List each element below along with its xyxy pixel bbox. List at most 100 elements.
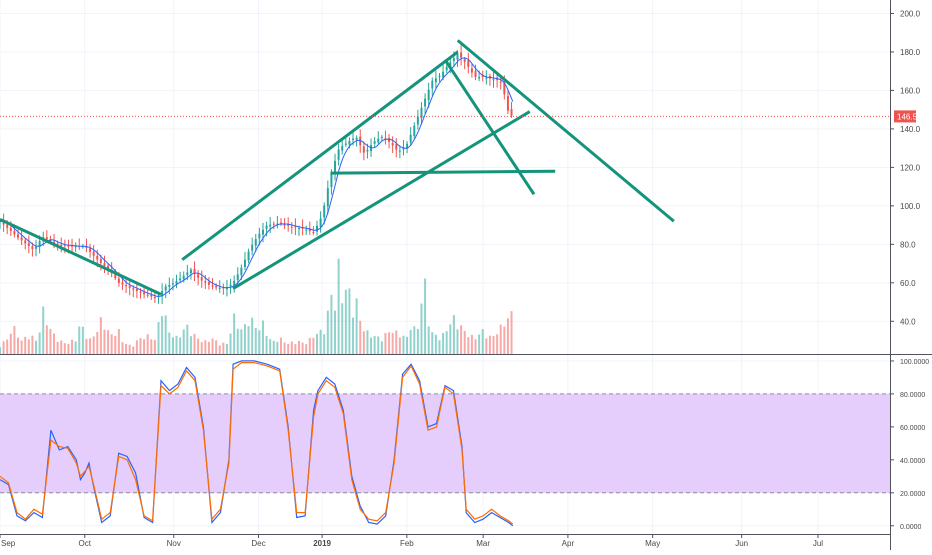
- trendline-2[interactable]: [232, 110, 531, 290]
- volume-bar: [42, 306, 45, 354]
- volume-bar: [420, 303, 423, 354]
- volume-bar: [279, 337, 282, 354]
- volume-bar: [402, 335, 405, 354]
- candle-body: [308, 228, 311, 232]
- volume-bar: [139, 338, 142, 354]
- osc-axis-label: 40.0000: [900, 458, 925, 465]
- candle-body: [334, 160, 337, 174]
- volume-bar: [294, 344, 297, 354]
- volume-bar: [388, 332, 391, 354]
- oscillator-lines: [0, 360, 514, 527]
- volume-bar: [204, 340, 207, 354]
- candle-body: [330, 172, 333, 188]
- candle-body: [323, 205, 326, 218]
- trendline-1[interactable]: [181, 50, 459, 261]
- candle-body: [395, 144, 398, 150]
- time-axis-label: Nov: [167, 539, 181, 548]
- candle-body: [38, 241, 41, 247]
- candle-body: [135, 289, 138, 292]
- volume-bar: [0, 347, 2, 354]
- candle-body: [164, 286, 167, 291]
- volume-bar: [71, 339, 74, 354]
- volume-bar: [20, 340, 23, 354]
- candle-body: [305, 229, 308, 231]
- candle-body: [35, 246, 38, 249]
- moving-average-line: [0, 57, 514, 297]
- candle-body: [503, 81, 506, 95]
- candle-body: [413, 125, 416, 137]
- volume-bar: [377, 336, 380, 354]
- volume-bar: [27, 339, 30, 354]
- volume-bar: [478, 334, 481, 354]
- candle-body: [56, 243, 59, 245]
- price-axis-label: 40.0: [900, 317, 916, 326]
- candle-body: [388, 138, 391, 142]
- volume-bar: [359, 320, 362, 354]
- time-axis-label: Mar: [476, 539, 490, 548]
- volume-bar: [78, 326, 81, 354]
- candle-body: [189, 269, 192, 274]
- candle-body: [53, 241, 56, 244]
- volume-bar: [125, 344, 128, 354]
- candle-body: [233, 280, 236, 286]
- candle-body: [380, 136, 383, 138]
- candle-body: [420, 107, 423, 119]
- volume-bar: [121, 342, 124, 354]
- volume-bar: [352, 317, 355, 354]
- price-axis-label: 180.0: [900, 48, 921, 57]
- candle-body: [485, 77, 488, 79]
- volume-bar: [456, 329, 459, 354]
- volume-bar: [269, 339, 272, 354]
- candle-body: [81, 246, 84, 248]
- time-axis-label: Jun: [735, 539, 748, 548]
- candle-body: [265, 225, 268, 229]
- volume-bar: [2, 341, 5, 354]
- candle-body: [467, 60, 470, 67]
- candle-body: [438, 75, 441, 77]
- volume-bar: [60, 340, 63, 354]
- time-axis-label: Oct: [79, 539, 92, 548]
- volume-bar: [297, 340, 300, 354]
- candle-body: [13, 231, 16, 235]
- trendline-0[interactable]: [0, 217, 162, 296]
- volume-bar: [38, 332, 41, 354]
- candle-body: [442, 71, 445, 78]
- volume-bar: [157, 322, 160, 354]
- volume-bar: [398, 337, 401, 354]
- trendline-5[interactable]: [456, 39, 675, 223]
- volume-bar: [254, 328, 257, 354]
- volume-bar: [96, 331, 99, 354]
- volume-bar: [49, 328, 52, 354]
- volume-bar: [301, 342, 304, 354]
- price-axis-label: 60.0: [900, 279, 916, 288]
- candle-body: [132, 288, 135, 290]
- time-axis-label: 2019: [313, 539, 331, 548]
- candle-body: [319, 218, 322, 227]
- candle-body: [445, 66, 448, 71]
- volume-bar: [182, 329, 185, 354]
- trendline-4[interactable]: [443, 58, 536, 196]
- volume-bar: [171, 337, 174, 354]
- volume-bar: [117, 328, 120, 354]
- volume-bar: [193, 333, 196, 354]
- trendline-layer[interactable]: [0, 39, 675, 296]
- candle-body: [168, 284, 171, 288]
- volume-bar: [413, 326, 416, 354]
- candle-body: [9, 227, 12, 232]
- candle-body: [143, 292, 146, 295]
- price-axis-label: 80.0: [900, 240, 916, 249]
- volume-bar: [53, 333, 56, 354]
- candle-body: [409, 134, 412, 143]
- volume-bar: [186, 324, 189, 354]
- candle-body: [258, 233, 261, 239]
- candle-body: [125, 284, 128, 287]
- candle-body: [269, 224, 272, 227]
- volume-bar: [326, 310, 329, 354]
- volume-bar: [143, 339, 146, 354]
- candle-body: [276, 223, 279, 225]
- volume-bar: [416, 328, 419, 354]
- volume-bar: [366, 330, 369, 354]
- candle-body: [279, 222, 282, 224]
- candle-body: [337, 149, 340, 160]
- candle-body: [99, 259, 102, 263]
